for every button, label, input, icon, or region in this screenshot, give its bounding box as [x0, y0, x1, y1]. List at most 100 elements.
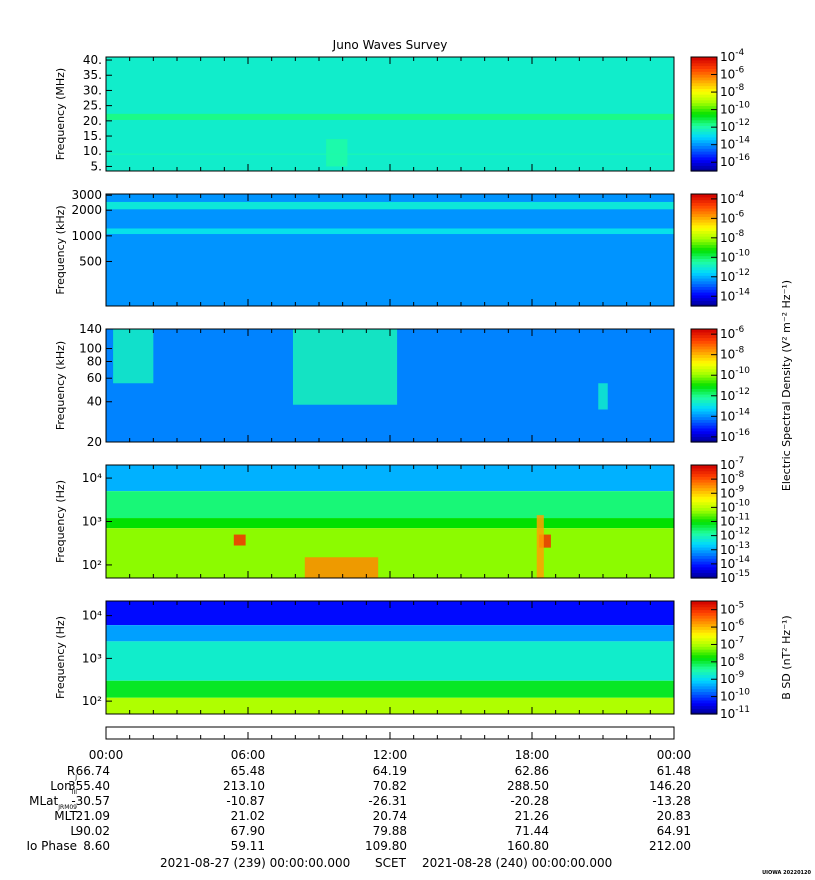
colorbar-step [691, 247, 717, 251]
time-label: 12:00 [373, 748, 408, 762]
colorbar-step [691, 677, 717, 681]
colorbar-step [691, 357, 717, 361]
colorbar-step [691, 665, 717, 670]
y-tick-label: 10³ [82, 651, 102, 665]
colorbar-step [691, 377, 717, 381]
colorbar-tick-label: 10-5 [720, 601, 744, 617]
colorbar-tick-base: 10 [720, 389, 735, 403]
ephemeris-value: 21.26 [515, 809, 549, 823]
colorbar-step [691, 133, 717, 138]
colorbar-step [691, 334, 717, 339]
colorbar-step [691, 244, 717, 248]
ephemeris-value: 20.74 [373, 809, 407, 823]
colorbar-step [691, 96, 717, 101]
colorbar-step [691, 410, 717, 415]
colorbar-step [691, 558, 717, 562]
colorbar-step [691, 241, 717, 245]
ephemeris-label: MLatJRM09 [29, 794, 77, 811]
colorbar-step [691, 374, 717, 378]
colorbar-step [691, 637, 717, 642]
colorbar-step [691, 518, 717, 523]
colorbar-tick-label: 10-7 [720, 456, 744, 472]
colorbar-tick-label: 10-8 [720, 83, 745, 99]
colorbar-tick-base: 10 [720, 515, 735, 529]
colorbar-tick-exponent: -4 [735, 190, 744, 200]
colorbar-tick-label: 10-14 [720, 407, 750, 423]
colorbar-step [691, 473, 717, 477]
colorbar-tick-label: 10-15 [720, 569, 750, 585]
colorbar-tick-base: 10 [720, 472, 735, 486]
y-axis-title: Frequency (Hz) [54, 616, 67, 699]
y-tick-label: 10⁴ [82, 471, 102, 485]
colorbar-step [691, 702, 717, 707]
colorbar-step [691, 162, 717, 166]
colorbar-step [691, 504, 717, 508]
emission-feature [233, 534, 246, 546]
colorbar-step [691, 156, 717, 161]
ephemeris-label-subscript: JRM09 [57, 804, 77, 811]
y-tick-label: 5. [91, 159, 102, 173]
colorbar-step [691, 159, 717, 164]
y-tick-label: 140 [79, 322, 102, 336]
emission-feature [536, 515, 544, 578]
colorbar-tick-exponent: -11 [735, 513, 750, 523]
colorbar-step [691, 131, 717, 135]
colorbar-step [691, 57, 717, 61]
colorbar-tick-base: 10 [720, 155, 735, 169]
colorbar-tick-exponent: -10 [735, 688, 750, 698]
colorbar-step [691, 213, 717, 217]
colorbar-step [691, 402, 717, 406]
colorbar-step [691, 114, 717, 118]
colorbar-step [691, 524, 717, 528]
spectrogram-layer [106, 491, 674, 519]
colorbar-tick-base: 10 [720, 85, 735, 99]
y-axis-title: Frequency (MHz) [54, 68, 67, 160]
colorbar-step [691, 572, 717, 576]
colorbar-tick-label: 10-16 [720, 428, 750, 444]
colorbar-step [691, 465, 717, 469]
colorbar-step [691, 413, 717, 418]
colorbar-step [691, 405, 717, 409]
colorbar-step [691, 654, 717, 659]
colorbar-step [691, 385, 717, 389]
time-range-end: 2021-08-28 (240) 00:00:00.000 [422, 856, 612, 870]
spectrogram [106, 194, 674, 306]
colorbar-tick-exponent: -8 [735, 653, 744, 663]
y-tick-label: 10³ [82, 515, 102, 529]
colorbar-step [691, 300, 717, 304]
colorbar-step [691, 601, 717, 605]
colorbar-step [691, 436, 717, 440]
colorbar-step [691, 230, 717, 234]
colorbar-step [691, 111, 717, 115]
spectrogram-layer [106, 680, 674, 698]
colorbar-step [691, 62, 717, 67]
colorbar-step [691, 88, 717, 92]
ephemeris-value: 20.83 [657, 809, 691, 823]
ephemeris-label-main: R [67, 764, 75, 778]
colorbar-step [691, 238, 717, 243]
colorbar-step [691, 362, 717, 367]
colorbar-tick-base: 10 [720, 690, 735, 704]
colorbar-step [691, 272, 717, 276]
colorbar-tick-exponent: -10 [735, 366, 750, 376]
colorbar-tick-base: 10 [720, 327, 735, 341]
colorbar-step [691, 408, 717, 412]
colorbar-step [691, 549, 717, 554]
colorbar-tick-base: 10 [720, 486, 735, 500]
ephemeris-value: -26.31 [368, 794, 407, 808]
colorbar-step [691, 603, 717, 608]
colorbar-tick-exponent: -8 [735, 229, 744, 239]
colorbar-step [691, 216, 717, 220]
colorbar-step [691, 360, 717, 364]
colorbar-step [691, 493, 717, 497]
colorbar-tick-base: 10 [720, 543, 735, 557]
colorbar-step [691, 269, 717, 273]
ephemeris-value: -10.87 [226, 794, 265, 808]
colorbar-step [691, 697, 717, 701]
colorbar-tick-label: 10-14 [720, 287, 750, 303]
colorbar-step [691, 289, 717, 293]
colorbar-step [691, 490, 717, 494]
colorbar-step [691, 351, 717, 356]
colorbar-step [691, 634, 717, 639]
